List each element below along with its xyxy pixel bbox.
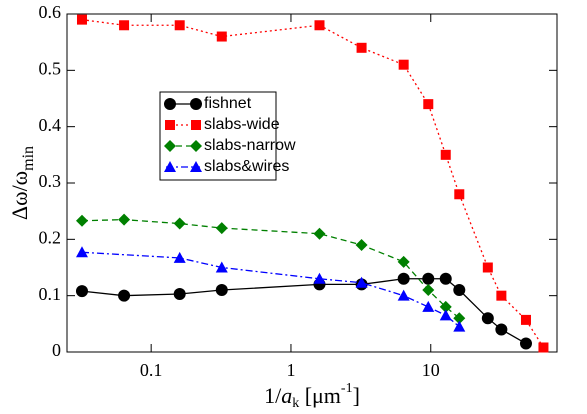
- marker: [118, 213, 131, 226]
- legend-marker: [164, 98, 176, 110]
- plot-frame: [66, 13, 558, 353]
- x-tick-label: 1: [286, 360, 295, 380]
- series-line: [81, 218, 460, 319]
- marker: [397, 289, 410, 301]
- marker: [482, 262, 493, 273]
- marker: [173, 251, 186, 263]
- marker: [453, 284, 466, 297]
- marker: [454, 189, 465, 200]
- legend-box: [159, 91, 277, 181]
- y-axis-label: Δω/ωmin: [7, 146, 37, 220]
- legend-marker: [190, 98, 202, 110]
- marker: [355, 238, 368, 251]
- y-tick-label: 0.6: [39, 2, 62, 22]
- marker: [118, 289, 131, 302]
- marker: [314, 20, 325, 31]
- marker: [173, 287, 186, 300]
- x-label-part: k: [292, 396, 299, 411]
- marker: [75, 246, 88, 258]
- marker: [397, 255, 410, 268]
- legend-label: slabs-narrow: [204, 137, 296, 154]
- marker: [495, 323, 508, 336]
- y-label-part: min: [20, 146, 37, 171]
- x-label-part: 1/: [264, 383, 282, 408]
- marker: [439, 309, 452, 321]
- legend-marker: [164, 140, 176, 152]
- series-line: [81, 18, 545, 348]
- marker: [76, 14, 87, 25]
- y-tick-label: 0.3: [39, 171, 62, 191]
- marker: [422, 272, 435, 285]
- legend-marker: [190, 140, 202, 152]
- y-tick-label: 0.5: [39, 58, 62, 78]
- marker: [453, 312, 466, 325]
- marker: [215, 284, 228, 297]
- marker: [355, 276, 368, 288]
- legend-label: fishnet: [204, 95, 252, 112]
- marker: [215, 222, 228, 235]
- marker: [519, 337, 532, 350]
- legend-label: slabs-wide: [204, 116, 280, 133]
- marker: [496, 290, 507, 301]
- x-label-part: [μm: [299, 383, 341, 408]
- marker: [174, 20, 185, 31]
- marker: [75, 285, 88, 298]
- marker: [119, 20, 130, 31]
- marker: [216, 31, 227, 42]
- marker: [75, 214, 88, 227]
- y-tick-label: 0.4: [39, 115, 62, 135]
- marker: [520, 314, 531, 325]
- x-axis-label: 1/ak [μm-1]: [264, 381, 360, 411]
- x-label-part: ]: [353, 383, 360, 408]
- y-label-part: Δω/ω: [7, 171, 32, 220]
- legend-marker: [190, 161, 202, 172]
- marker: [422, 300, 435, 312]
- legend-marker: [165, 120, 175, 130]
- y-tick-label: 0.2: [39, 227, 62, 247]
- marker: [439, 300, 452, 313]
- marker: [422, 284, 435, 297]
- marker: [313, 227, 326, 240]
- legend-marker: [164, 161, 176, 172]
- x-tick-label: 10: [422, 360, 440, 380]
- marker: [397, 272, 410, 285]
- marker: [398, 59, 409, 70]
- marker: [538, 342, 549, 353]
- marker: [215, 261, 228, 273]
- legend-label: slabs&wires: [204, 158, 289, 175]
- marker: [313, 272, 326, 284]
- marker: [440, 149, 451, 160]
- marker: [173, 217, 186, 230]
- x-label-part: a: [281, 383, 292, 408]
- marker: [481, 312, 494, 325]
- x-label-part: -1: [341, 381, 353, 396]
- marker: [356, 42, 367, 53]
- marker: [453, 320, 466, 332]
- y-tick-label: 0: [52, 340, 61, 360]
- y-tick-label: 0.1: [39, 284, 62, 304]
- x-tick-label: 0.1: [140, 360, 163, 380]
- marker: [423, 99, 434, 110]
- marker: [439, 272, 452, 285]
- legend-marker: [191, 120, 201, 130]
